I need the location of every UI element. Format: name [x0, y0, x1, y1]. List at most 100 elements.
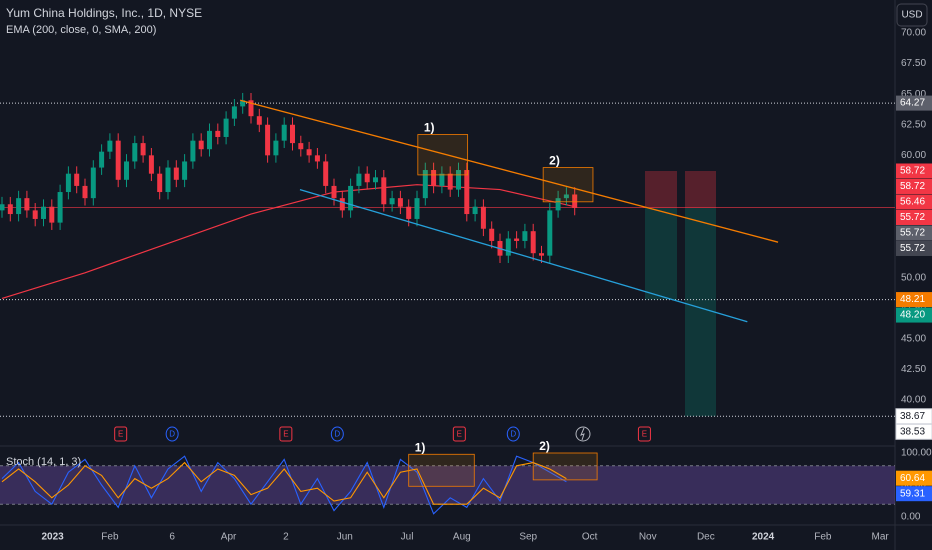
candle-body	[505, 238, 511, 256]
stoch-label: Stoch (14, 1, 3)	[6, 456, 81, 468]
candle-body	[165, 167, 171, 193]
x-tick-label: Oct	[582, 532, 598, 543]
y-tick-label: 50.00	[901, 272, 926, 283]
candle-body	[414, 198, 420, 219]
candle-body	[323, 161, 329, 186]
price-badge-label: 48.20	[900, 310, 925, 321]
candle-body	[356, 173, 362, 186]
y-tick-label: 70.00	[901, 28, 926, 39]
candle-body	[90, 167, 96, 199]
candle-body	[555, 198, 561, 211]
stop-zone	[645, 170, 677, 208]
y-tick-label: 65.00	[901, 89, 926, 100]
chart-title: Yum China Holdings, Inc., 1D, NYSE	[6, 6, 202, 20]
candle-body	[331, 185, 337, 199]
price-badge	[896, 240, 932, 256]
event-label: D	[510, 430, 516, 439]
price-badge	[896, 307, 932, 323]
candle-body	[57, 192, 63, 223]
indicator-label: EMA (200, close, 0, SMA, 200)	[6, 24, 156, 36]
stoch-tick-label: 100.00	[901, 448, 932, 459]
candle-body	[489, 228, 495, 241]
candle-body	[530, 231, 536, 254]
x-tick-label: Jul	[401, 532, 414, 543]
pattern-box	[542, 167, 594, 203]
event-icon	[330, 426, 344, 442]
candle-body	[514, 238, 520, 241]
trendline	[240, 99, 779, 243]
price-badge-label: 60.64	[900, 473, 925, 484]
x-tick-label: Jun	[337, 532, 353, 543]
candle-body	[240, 100, 246, 107]
price-badge-label: 55.72	[900, 212, 925, 223]
target-zone	[645, 207, 677, 300]
candle-body	[397, 198, 403, 207]
price-badge	[896, 163, 932, 179]
candle-body	[265, 124, 271, 156]
candle-body	[431, 170, 437, 186]
x-tick-label: Feb	[814, 532, 832, 543]
candle-body	[207, 130, 212, 150]
candle-body	[157, 173, 163, 193]
event-icon	[165, 426, 179, 442]
candle-body	[406, 206, 412, 219]
candle-body	[182, 161, 188, 180]
price-badge	[896, 194, 932, 210]
candle-body	[298, 143, 304, 150]
candle-body	[439, 173, 445, 186]
price-badge-label: 56.46	[900, 197, 925, 208]
candle-body	[273, 140, 279, 156]
event-label: E	[642, 430, 647, 439]
candle-body	[223, 118, 229, 137]
candle-body	[148, 155, 154, 174]
candle-body	[173, 167, 179, 180]
candle-body	[82, 185, 88, 199]
y-tick-label: 60.00	[901, 150, 926, 161]
candle-body	[281, 124, 287, 141]
price-badge	[896, 95, 932, 111]
candle-body	[381, 177, 387, 205]
candle-body	[190, 140, 196, 162]
candle-body	[456, 170, 461, 190]
candle-body	[107, 140, 113, 152]
y-tick-label: 40.00	[901, 395, 926, 406]
candle-body	[140, 143, 146, 156]
pattern-box	[417, 134, 469, 176]
currency[interactable]: USD	[901, 10, 922, 21]
candle-body	[124, 161, 129, 180]
event-label: E	[457, 430, 462, 439]
pattern-label: 1)	[424, 121, 435, 135]
x-tick-label: Mar	[872, 532, 890, 543]
y-tick-label: 45.00	[901, 333, 926, 344]
y-tick-label: 67.50	[901, 58, 926, 69]
currency-button[interactable]	[896, 3, 928, 27]
candle-body	[422, 170, 428, 199]
candle-body	[306, 149, 312, 156]
event-icon	[637, 426, 651, 442]
price-badge	[896, 225, 932, 241]
candle-body	[24, 198, 30, 211]
y-tick-label: 42.50	[901, 364, 926, 375]
event-icon	[279, 426, 293, 442]
price-badge-label: 55.72	[900, 228, 925, 239]
candle-body	[472, 206, 478, 215]
event-icon	[114, 426, 128, 442]
candle-body	[572, 194, 578, 208]
candle-body	[480, 206, 486, 229]
price-badge	[896, 486, 932, 502]
split-icon	[575, 426, 591, 442]
candle-body	[99, 151, 105, 168]
y-tick-label: 62.50	[901, 119, 926, 130]
candle-body	[74, 173, 80, 186]
candle-body	[231, 106, 237, 119]
event-icon	[506, 426, 520, 442]
x-tick-label: 6	[169, 532, 175, 543]
pattern-label: 2)	[539, 439, 550, 453]
price-badge-label: 55.72	[900, 243, 925, 254]
candle-body	[16, 198, 22, 215]
x-tick-label: Sep	[519, 532, 537, 543]
stoch-line	[1, 455, 567, 515]
price-badge	[895, 423, 932, 440]
